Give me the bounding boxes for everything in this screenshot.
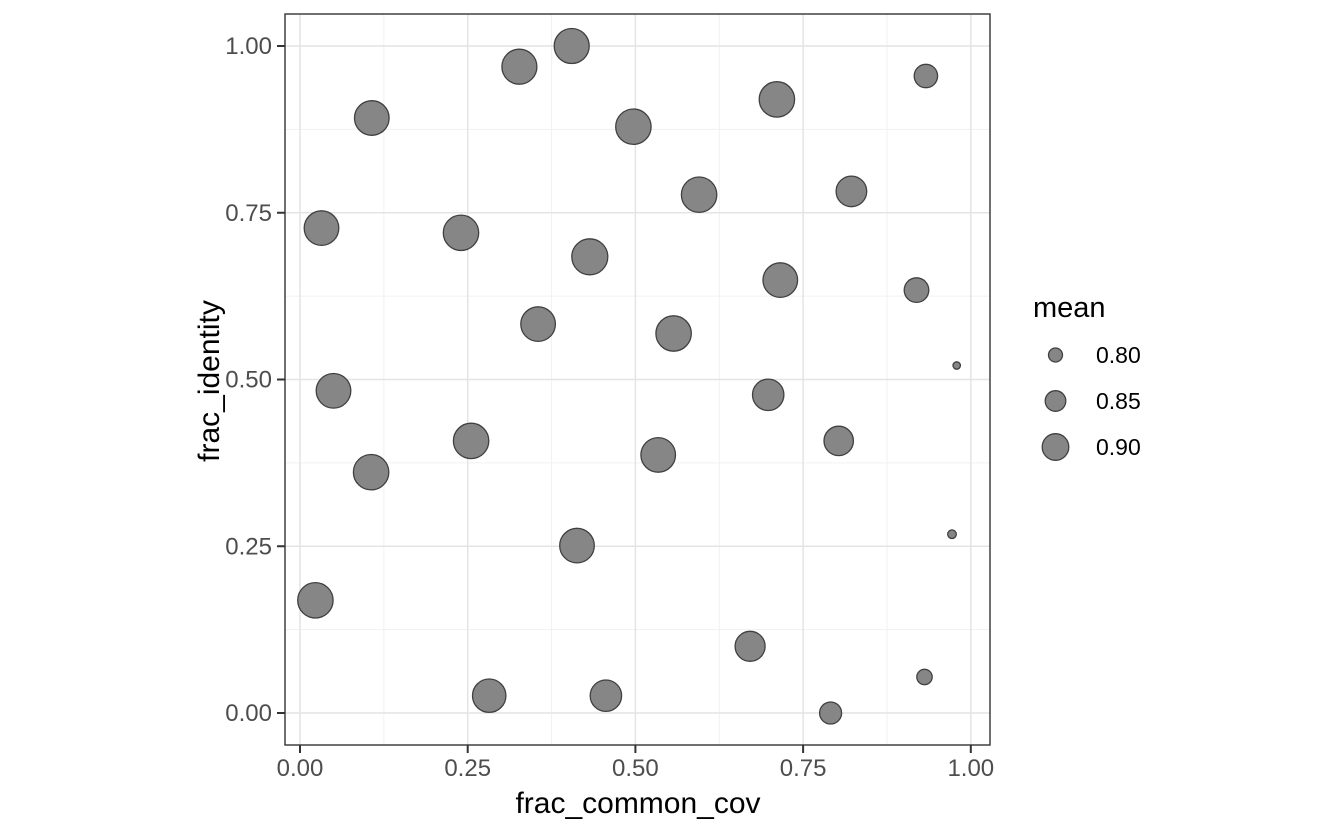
data-point: [589, 679, 623, 713]
data-point: [520, 306, 557, 343]
y-tick-label: 0.75: [225, 200, 272, 227]
data-point: [553, 27, 590, 65]
data-point: [615, 108, 652, 146]
data-point: [734, 630, 766, 662]
data-point: [758, 81, 796, 118]
legend: 0.80 0.85 0.90: [1041, 342, 1141, 461]
data-point: [471, 678, 507, 714]
data-point: [751, 378, 785, 412]
data-point: [501, 48, 538, 85]
data-point: [303, 210, 340, 247]
legend-title: mean: [1033, 292, 1106, 324]
data-point: [315, 372, 352, 409]
x-axis-ticks: [299, 745, 972, 753]
x-tick-label: 1.00: [947, 755, 994, 782]
data-point: [571, 238, 609, 276]
y-tick-label: 1.00: [225, 33, 272, 60]
legend-key-circle: [1047, 347, 1064, 363]
data-point: [559, 527, 595, 564]
data-point: [762, 262, 799, 299]
data-point: [352, 453, 390, 491]
data-point: [353, 100, 390, 136]
data-point: [655, 315, 692, 352]
major-gridlines: [285, 14, 990, 745]
y-axis-title: frac_identity: [193, 300, 226, 462]
x-tick-label: 0.50: [612, 755, 659, 782]
y-tick-label: 0.25: [225, 533, 272, 560]
data-point: [913, 63, 939, 89]
legend-key-label: 0.90: [1096, 434, 1141, 460]
y-tick-label: 0.00: [225, 700, 272, 727]
legend-key-label: 0.85: [1096, 388, 1141, 414]
legend-key-circle: [1044, 390, 1067, 412]
data-point: [680, 176, 718, 214]
data-point: [823, 425, 855, 457]
data-point: [442, 214, 480, 252]
y-tick-label: 0.50: [225, 367, 272, 394]
legend-key-circle: [1041, 433, 1070, 461]
data-point: [640, 436, 677, 473]
x-tick-label: 0.00: [277, 755, 324, 782]
x-tick-label: 0.75: [780, 755, 827, 782]
x-tick-label: 0.25: [444, 755, 491, 782]
y-axis-ticks: [277, 45, 285, 714]
data-point: [452, 422, 490, 460]
legend-key-label: 0.80: [1096, 342, 1141, 368]
data-point: [947, 529, 957, 540]
y-axis-tick-labels: 0.00 0.25 0.50 0.75 1.00: [225, 33, 272, 727]
data-point: [952, 361, 962, 370]
data-point: [818, 701, 843, 725]
data-point: [297, 581, 334, 619]
data-point: [916, 668, 933, 686]
data-points: [297, 27, 962, 725]
x-axis-title: frac_common_cov: [515, 787, 760, 820]
data-point: [903, 277, 930, 304]
data-point: [835, 175, 868, 208]
x-axis-tick-labels: 0.00 0.25 0.50 0.75 1.00: [277, 755, 995, 782]
